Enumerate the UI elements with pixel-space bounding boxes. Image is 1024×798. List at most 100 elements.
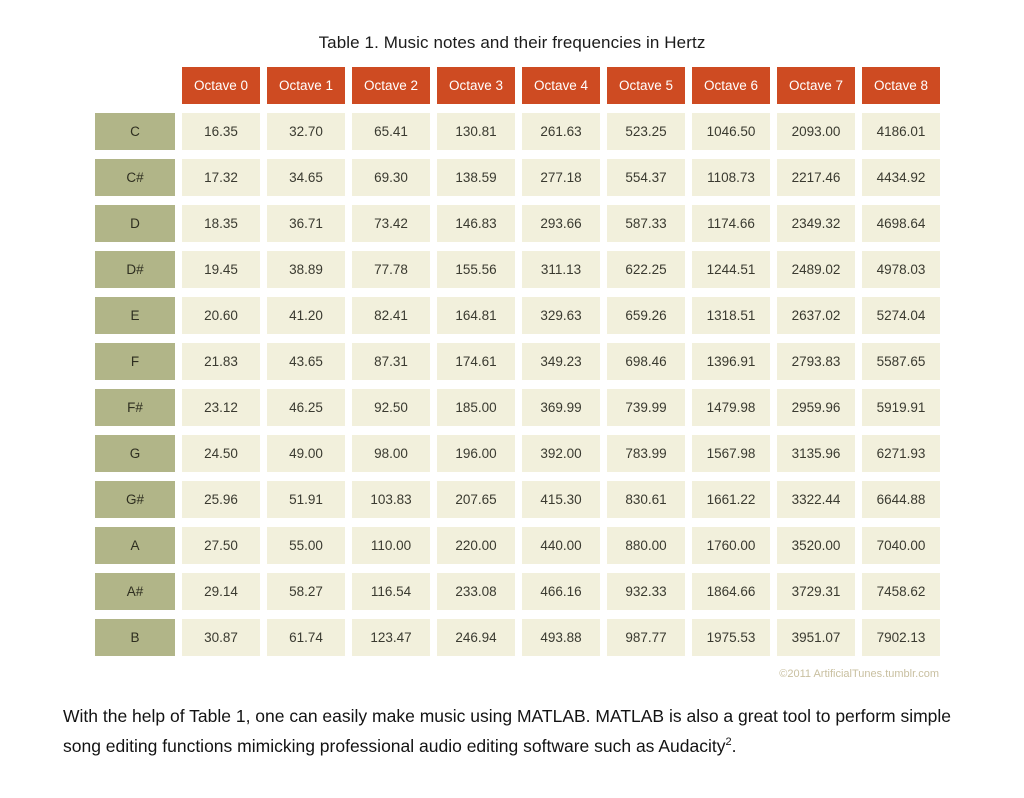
frequency-cell: 233.08	[437, 573, 515, 610]
frequency-cell: 82.41	[352, 297, 430, 334]
frequency-cell: 880.00	[607, 527, 685, 564]
frequency-cell: 7458.62	[862, 573, 940, 610]
frequency-cell: 49.00	[267, 435, 345, 472]
frequency-cell: 21.83	[182, 343, 260, 380]
frequency-cell: 1174.66	[692, 205, 770, 242]
frequency-cell: 246.94	[437, 619, 515, 656]
frequency-cell: 185.00	[437, 389, 515, 426]
frequency-cell: 1479.98	[692, 389, 770, 426]
table-row: G 24.50 49.00 98.00 196.00 392.00 783.99 1567.9…	[95, 435, 940, 472]
frequency-cell: 87.31	[352, 343, 430, 380]
frequency-cell: 349.23	[522, 343, 600, 380]
note-label: C#	[95, 159, 175, 196]
frequency-cell: 46.25	[267, 389, 345, 426]
frequency-cell: 41.20	[267, 297, 345, 334]
frequency-cell: 3520.00	[777, 527, 855, 564]
frequency-cell: 830.61	[607, 481, 685, 518]
frequency-cell: 29.14	[182, 573, 260, 610]
frequency-cell: 783.99	[607, 435, 685, 472]
frequency-cell: 19.45	[182, 251, 260, 288]
table-row: A# 29.14 58.27 116.54 233.08 466.16 932.33 1864…	[95, 573, 940, 610]
frequency-cell: 146.83	[437, 205, 515, 242]
frequency-cell: 1396.91	[692, 343, 770, 380]
frequency-cell: 123.47	[352, 619, 430, 656]
frequency-cell: 659.26	[607, 297, 685, 334]
frequency-cell: 18.35	[182, 205, 260, 242]
table-row: E 20.60 41.20 82.41 164.81 329.63 659.26 1318.5…	[95, 297, 940, 334]
frequency-cell: 65.41	[352, 113, 430, 150]
frequency-cell: 293.66	[522, 205, 600, 242]
frequency-cell: 164.81	[437, 297, 515, 334]
frequency-cell: 220.00	[437, 527, 515, 564]
frequency-cell: 2793.83	[777, 343, 855, 380]
frequency-cell: 4186.01	[862, 113, 940, 150]
frequency-cell: 1108.73	[692, 159, 770, 196]
frequency-cell: 1661.22	[692, 481, 770, 518]
frequency-table: Octave 0 Octave 1 Octave 2 Octave 3 Octave 4…	[88, 58, 947, 665]
frequency-cell: 38.89	[267, 251, 345, 288]
table-row: D# 19.45 38.89 77.78 155.56 311.13 622.25 1244.…	[95, 251, 940, 288]
frequency-cell: 34.65	[267, 159, 345, 196]
paragraph-text: With the help of Table 1, one can easily…	[63, 706, 952, 756]
frequency-cell: 1318.51	[692, 297, 770, 334]
frequency-cell: 32.70	[267, 113, 345, 150]
frequency-cell: 698.46	[607, 343, 685, 380]
copyright-credit: ©2011 ArtificialTunes.tumblr.com	[779, 668, 939, 680]
frequency-cell: 6644.88	[862, 481, 940, 518]
frequency-cell: 493.88	[522, 619, 600, 656]
table-row: D 18.35 36.71 73.42 146.83 293.66 587.33 1174.6…	[95, 205, 940, 242]
frequency-cell: 77.78	[352, 251, 430, 288]
note-label: B	[95, 619, 175, 656]
frequency-cell: 311.13	[522, 251, 600, 288]
frequency-cell: 2349.32	[777, 205, 855, 242]
frequency-cell: 2489.02	[777, 251, 855, 288]
note-label: D#	[95, 251, 175, 288]
frequency-cell: 261.63	[522, 113, 600, 150]
frequency-cell: 7040.00	[862, 527, 940, 564]
frequency-cell: 196.00	[437, 435, 515, 472]
frequency-cell: 3135.96	[777, 435, 855, 472]
frequency-cell: 6271.93	[862, 435, 940, 472]
column-header-octave-5: Octave 5	[607, 67, 685, 104]
frequency-cell: 92.50	[352, 389, 430, 426]
note-label: E	[95, 297, 175, 334]
frequency-cell: 440.00	[522, 527, 600, 564]
frequency-cell: 932.33	[607, 573, 685, 610]
frequency-cell: 24.50	[182, 435, 260, 472]
note-label: A	[95, 527, 175, 564]
frequency-cell: 174.61	[437, 343, 515, 380]
frequency-cell: 5587.65	[862, 343, 940, 380]
column-header-octave-2: Octave 2	[352, 67, 430, 104]
frequency-cell: 36.71	[267, 205, 345, 242]
frequency-cell: 2637.02	[777, 297, 855, 334]
frequency-cell: 51.91	[267, 481, 345, 518]
column-header-octave-1: Octave 1	[267, 67, 345, 104]
table-row: B 30.87 61.74 123.47 246.94 493.88 987.77 1975.…	[95, 619, 940, 656]
note-label: F	[95, 343, 175, 380]
table-row: G# 25.96 51.91 103.83 207.65 415.30 830.61 1661…	[95, 481, 940, 518]
frequency-cell: 987.77	[607, 619, 685, 656]
frequency-cell: 1046.50	[692, 113, 770, 150]
note-label: A#	[95, 573, 175, 610]
header-row: Octave 0 Octave 1 Octave 2 Octave 3 Octave 4…	[95, 67, 940, 104]
corner-cell	[95, 67, 175, 104]
frequency-cell: 1975.53	[692, 619, 770, 656]
frequency-cell: 7902.13	[862, 619, 940, 656]
note-label: F#	[95, 389, 175, 426]
column-header-octave-6: Octave 6	[692, 67, 770, 104]
note-label: C	[95, 113, 175, 150]
note-label: G	[95, 435, 175, 472]
table-row: C 16.35 32.70 65.41 130.81 261.63 523.25 1046.5…	[95, 113, 940, 150]
frequency-cell: 1567.98	[692, 435, 770, 472]
paragraph-period: .	[731, 735, 737, 756]
table-row: C# 17.32 34.65 69.30 138.59 277.18 554.37 1108.…	[95, 159, 940, 196]
frequency-cell: 523.25	[607, 113, 685, 150]
frequency-cell: 392.00	[522, 435, 600, 472]
frequency-cell: 4434.92	[862, 159, 940, 196]
frequency-cell: 16.35	[182, 113, 260, 150]
frequency-cell: 1760.00	[692, 527, 770, 564]
note-label: G#	[95, 481, 175, 518]
table-header: Octave 0 Octave 1 Octave 2 Octave 3 Octave 4…	[95, 67, 940, 104]
footnote-marker: 2	[725, 735, 732, 748]
